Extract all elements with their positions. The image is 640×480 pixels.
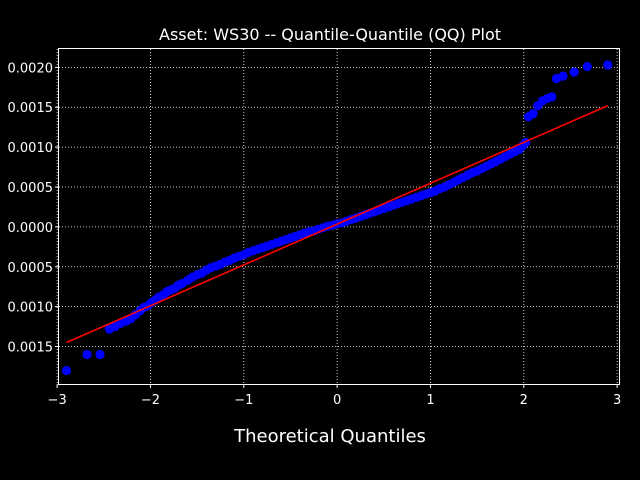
y-tick-label: 0.0015 [8, 101, 54, 116]
reference-line [66, 104, 609, 344]
x-tick-label: −2 [141, 393, 160, 408]
x-tick-label: −1 [234, 393, 253, 408]
plot-frame [58, 48, 620, 385]
data-point [547, 92, 557, 102]
data-point [61, 365, 72, 376]
y-tick-label: 0.0010 [8, 141, 54, 156]
data-point [582, 61, 592, 72]
x-tick-label: −3 [48, 393, 67, 408]
grid-lines [56, 49, 619, 384]
data-point [82, 349, 92, 360]
y-tick-label: 0.0000 [8, 221, 54, 236]
data-series [61, 60, 613, 376]
y-axis-ticks: 0.0015 0.0010 0.0005 0.0000 0.0005 0.0010 0.00… [8, 61, 59, 356]
x-tick-label: 0 [333, 393, 341, 408]
data-point [95, 349, 105, 360]
data-point [569, 67, 579, 77]
x-tick-label: 1 [426, 393, 434, 408]
data-point [603, 60, 613, 70]
x-axis-label: Theoretical Quantiles [233, 426, 426, 447]
data-point [558, 71, 568, 81]
data-point [528, 109, 538, 119]
y-tick-label: 0.0005 [8, 181, 54, 196]
chart-title: Asset: WS30 -- Quantile-Quantile (QQ) Pl… [159, 25, 501, 44]
y-tick-label: 0.0015 [8, 341, 54, 356]
y-tick-label: 0.0010 [8, 301, 54, 316]
x-axis-ticks: −3 −2 −1 0 1 2 3 [48, 384, 621, 408]
x-tick-label: 3 [613, 393, 621, 408]
x-tick-label: 2 [520, 393, 528, 408]
y-tick-label: 0.0020 [8, 61, 54, 76]
y-tick-label: 0.0005 [8, 261, 54, 276]
